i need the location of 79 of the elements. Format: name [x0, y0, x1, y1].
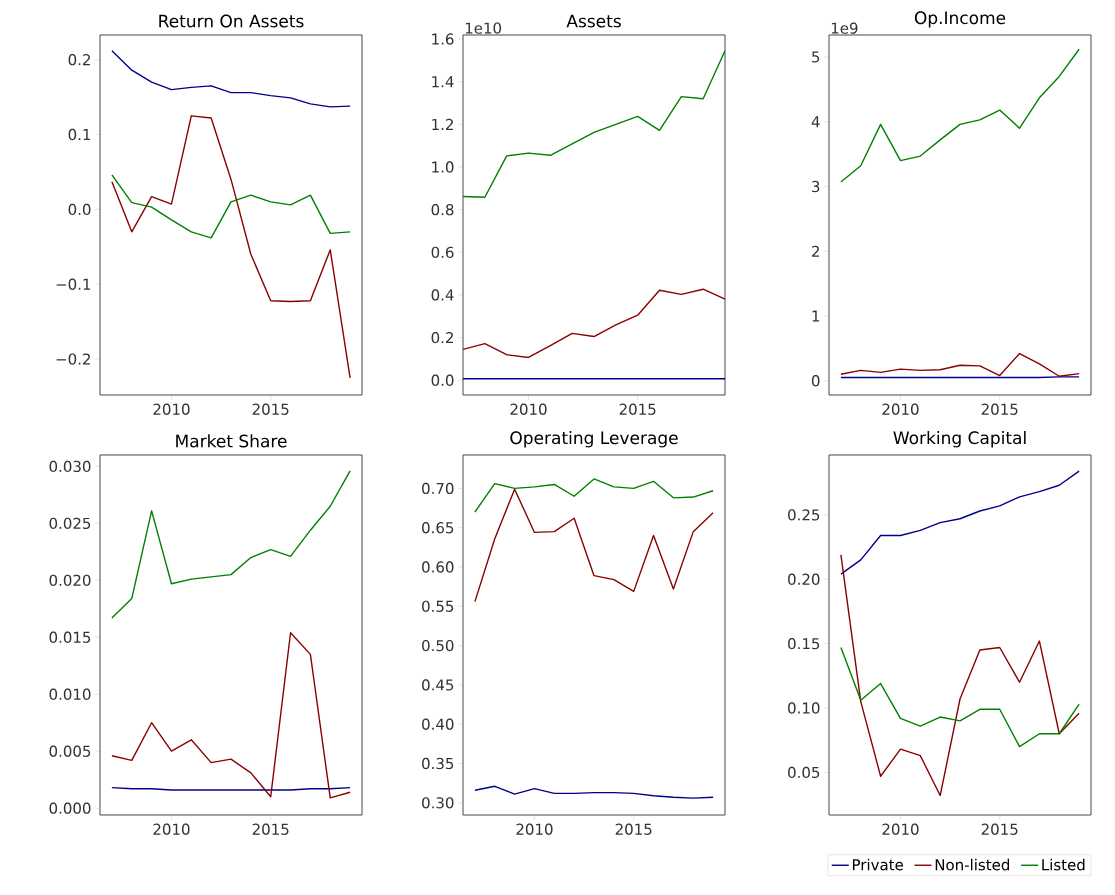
x-tick-label: 2010 [516, 823, 553, 835]
y-tick-label: 0.030 [49, 460, 91, 473]
chart-title: Op.Income [914, 11, 1006, 28]
y-tick-label: 0.6 [431, 246, 454, 258]
x-tick-label: 2015 [252, 403, 289, 415]
y-tick-label: 0.50 [422, 639, 454, 652]
y-tick-label: 0.005 [49, 745, 91, 757]
line-series [840, 554, 1080, 797]
line-series [463, 288, 726, 359]
y-tick-label: 0 [811, 375, 820, 387]
y-tick-label: 0.45 [422, 679, 454, 691]
line-series [463, 50, 726, 198]
chart-title: Return On Assets [159, 14, 304, 28]
line-series [111, 50, 351, 108]
y-tick-label: 1.0 [432, 161, 454, 173]
line-series [474, 478, 714, 513]
y-tick-label: 1.4 [432, 76, 454, 88]
legend-label: Private [852, 858, 903, 871]
line-series [840, 352, 1080, 377]
x-tick-label: 2010 [153, 403, 190, 415]
y-tick-label: 0.8 [431, 203, 454, 216]
y-tick-label: 0.2 [68, 54, 90, 66]
x-tick-label: 2015 [981, 403, 1018, 415]
legend-label: Non-listed [935, 858, 1010, 871]
line-series [474, 785, 714, 799]
y-tick-label: 5 [812, 51, 820, 63]
y-tick-label: 0.55 [422, 600, 454, 612]
line-series [111, 174, 351, 239]
x-tick-label: 2010 [882, 823, 919, 835]
y-tick-label: 0.15 [788, 637, 820, 650]
y-tick-label: 0.0 [68, 203, 91, 216]
line-series [111, 115, 351, 379]
chart-title: Working Capital [893, 431, 1026, 448]
y-tick-label: 0.05 [788, 766, 820, 779]
y-tick-label: 1 [812, 310, 820, 322]
line-series [840, 48, 1080, 183]
text: 1e9 [831, 22, 858, 34]
line-series [111, 470, 351, 619]
y-tick-label: 4 [811, 116, 820, 128]
chart-title: Market Share [176, 434, 287, 448]
y-tick-label: 3 [812, 180, 820, 193]
y-tick-label: 0.0 [431, 374, 454, 386]
x-tick-label: 2015 [981, 823, 1018, 835]
x-tick-label: 2010 [882, 403, 919, 415]
y-tick-label: 0.25 [788, 509, 820, 521]
line-series [111, 632, 351, 799]
y-tick-label: 1.6 [432, 33, 454, 45]
y-tick-label: 0.60 [422, 561, 454, 573]
y-tick-label: 0.4 [431, 289, 454, 301]
x-tick-label: 2015 [252, 823, 289, 835]
y-tick-label: −0.2 [56, 353, 90, 365]
y-tick-label: 0.30 [422, 797, 454, 809]
legend-label: Listed [1042, 858, 1085, 871]
y-tick-label: 0.1 [68, 128, 91, 141]
y-tick-label: 0.20 [788, 573, 820, 585]
x-tick-label: 2015 [615, 823, 652, 835]
line-series [840, 646, 1080, 748]
y-tick-label: 0.35 [422, 757, 454, 770]
y-tick-label: 0.020 [49, 574, 91, 586]
y-tick-label: 0.000 [49, 802, 91, 814]
y-tick-label: 1.2 [432, 118, 453, 130]
y-tick-label: 0.70 [422, 482, 454, 495]
y-tick-label: 0.2 [431, 331, 453, 344]
text: 1e10 [465, 22, 502, 34]
line-series [474, 488, 714, 603]
chart-title: Operating Leverage [510, 431, 678, 448]
y-tick-label: 0.65 [422, 522, 454, 534]
y-tick-label: 0.010 [49, 688, 91, 700]
y-tick-label: 0.025 [49, 517, 91, 530]
x-tick-label: 2010 [153, 823, 190, 835]
line-series [840, 470, 1080, 575]
y-tick-label: 0.40 [422, 718, 454, 730]
x-tick-label: 2010 [510, 403, 547, 415]
y-tick-label: 0.015 [49, 631, 91, 643]
chart-title: Assets [566, 14, 621, 28]
y-tick-label: 2 [812, 245, 819, 257]
y-tick-label: −0.1 [56, 278, 91, 290]
y-tick-label: 0.10 [788, 702, 820, 714]
x-tick-label: 2015 [619, 403, 656, 415]
